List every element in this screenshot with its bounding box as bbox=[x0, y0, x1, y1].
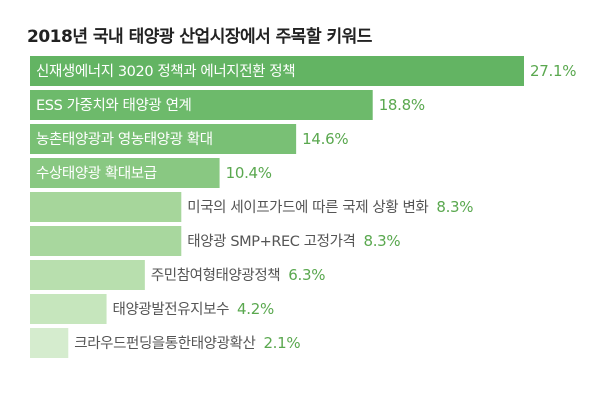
chart-title: 2018년 국내 태양광 산업시장에서 주목할 키워드 bbox=[27, 27, 372, 47]
category-label-1: 신재생에너지 3020 정책과 에너지전환 정책 bbox=[36, 63, 295, 80]
value-label-2: 18.8% bbox=[379, 96, 425, 114]
bar-7 bbox=[30, 260, 145, 290]
bar-4 bbox=[30, 158, 220, 188]
category-label-3: 농촌태양광과 영농태양광 확대 bbox=[36, 131, 213, 148]
value-label-9: 2.1% bbox=[263, 334, 300, 352]
bar-1 bbox=[30, 56, 524, 86]
value-label-6: 8.3% bbox=[363, 232, 400, 250]
category-label-9: 크라우드펀딩을통한태양광확산 bbox=[74, 335, 255, 352]
bar-6 bbox=[30, 226, 182, 256]
category-label-6: 태양광 SMP+REC 고정가격 bbox=[187, 233, 355, 250]
value-label-4: 10.4% bbox=[226, 164, 272, 182]
bar-3 bbox=[30, 124, 297, 154]
bar-5 bbox=[30, 192, 182, 222]
category-label-2: ESS 가중치와 태양광 연계 bbox=[36, 97, 191, 114]
value-label-7: 6.3% bbox=[288, 266, 325, 284]
value-label-3: 14.6% bbox=[302, 130, 348, 148]
category-label-5: 미국의 세이프가드에 따른 국제 상황 변화 bbox=[187, 199, 428, 216]
value-label-8: 4.2% bbox=[237, 300, 274, 318]
value-label-5: 8.3% bbox=[436, 198, 473, 216]
value-label-1: 27.1% bbox=[530, 62, 576, 80]
category-label-4: 수상태양광 확대보급 bbox=[36, 165, 157, 182]
category-label-8: 태양광발전유지보수 bbox=[113, 301, 230, 318]
bar-9 bbox=[30, 328, 69, 358]
bar-8 bbox=[30, 294, 107, 324]
bar-2 bbox=[30, 90, 373, 120]
category-label-7: 주민참여형태양광정책 bbox=[151, 267, 280, 284]
